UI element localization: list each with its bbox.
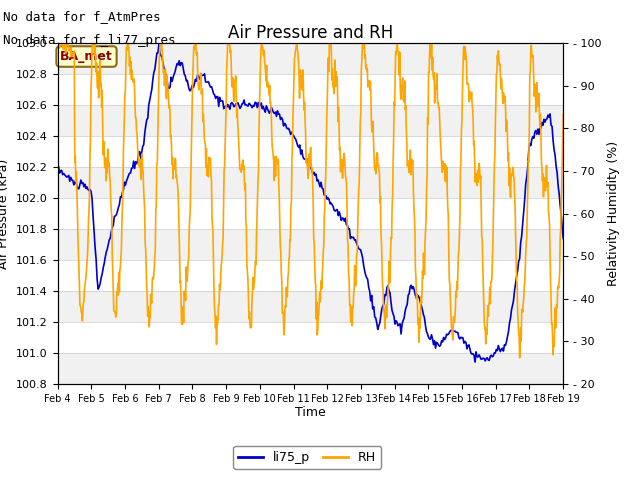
Bar [58,105,563,136]
Bar [58,229,563,260]
Text: BA_met: BA_met [60,50,113,63]
Y-axis label: Relativity Humidity (%): Relativity Humidity (%) [607,141,620,286]
Text: No data for f_AtmPres: No data for f_AtmPres [3,10,161,23]
Bar [58,43,563,74]
Bar [58,291,563,322]
Y-axis label: Air Pressure (kPa): Air Pressure (kPa) [0,158,10,269]
X-axis label: Time: Time [295,407,326,420]
Title: Air Pressure and RH: Air Pressure and RH [228,24,393,42]
Bar [58,167,563,198]
Bar [58,353,563,384]
Text: No data for f_li77_pres: No data for f_li77_pres [3,34,176,47]
Legend: li75_p, RH: li75_p, RH [234,446,381,469]
